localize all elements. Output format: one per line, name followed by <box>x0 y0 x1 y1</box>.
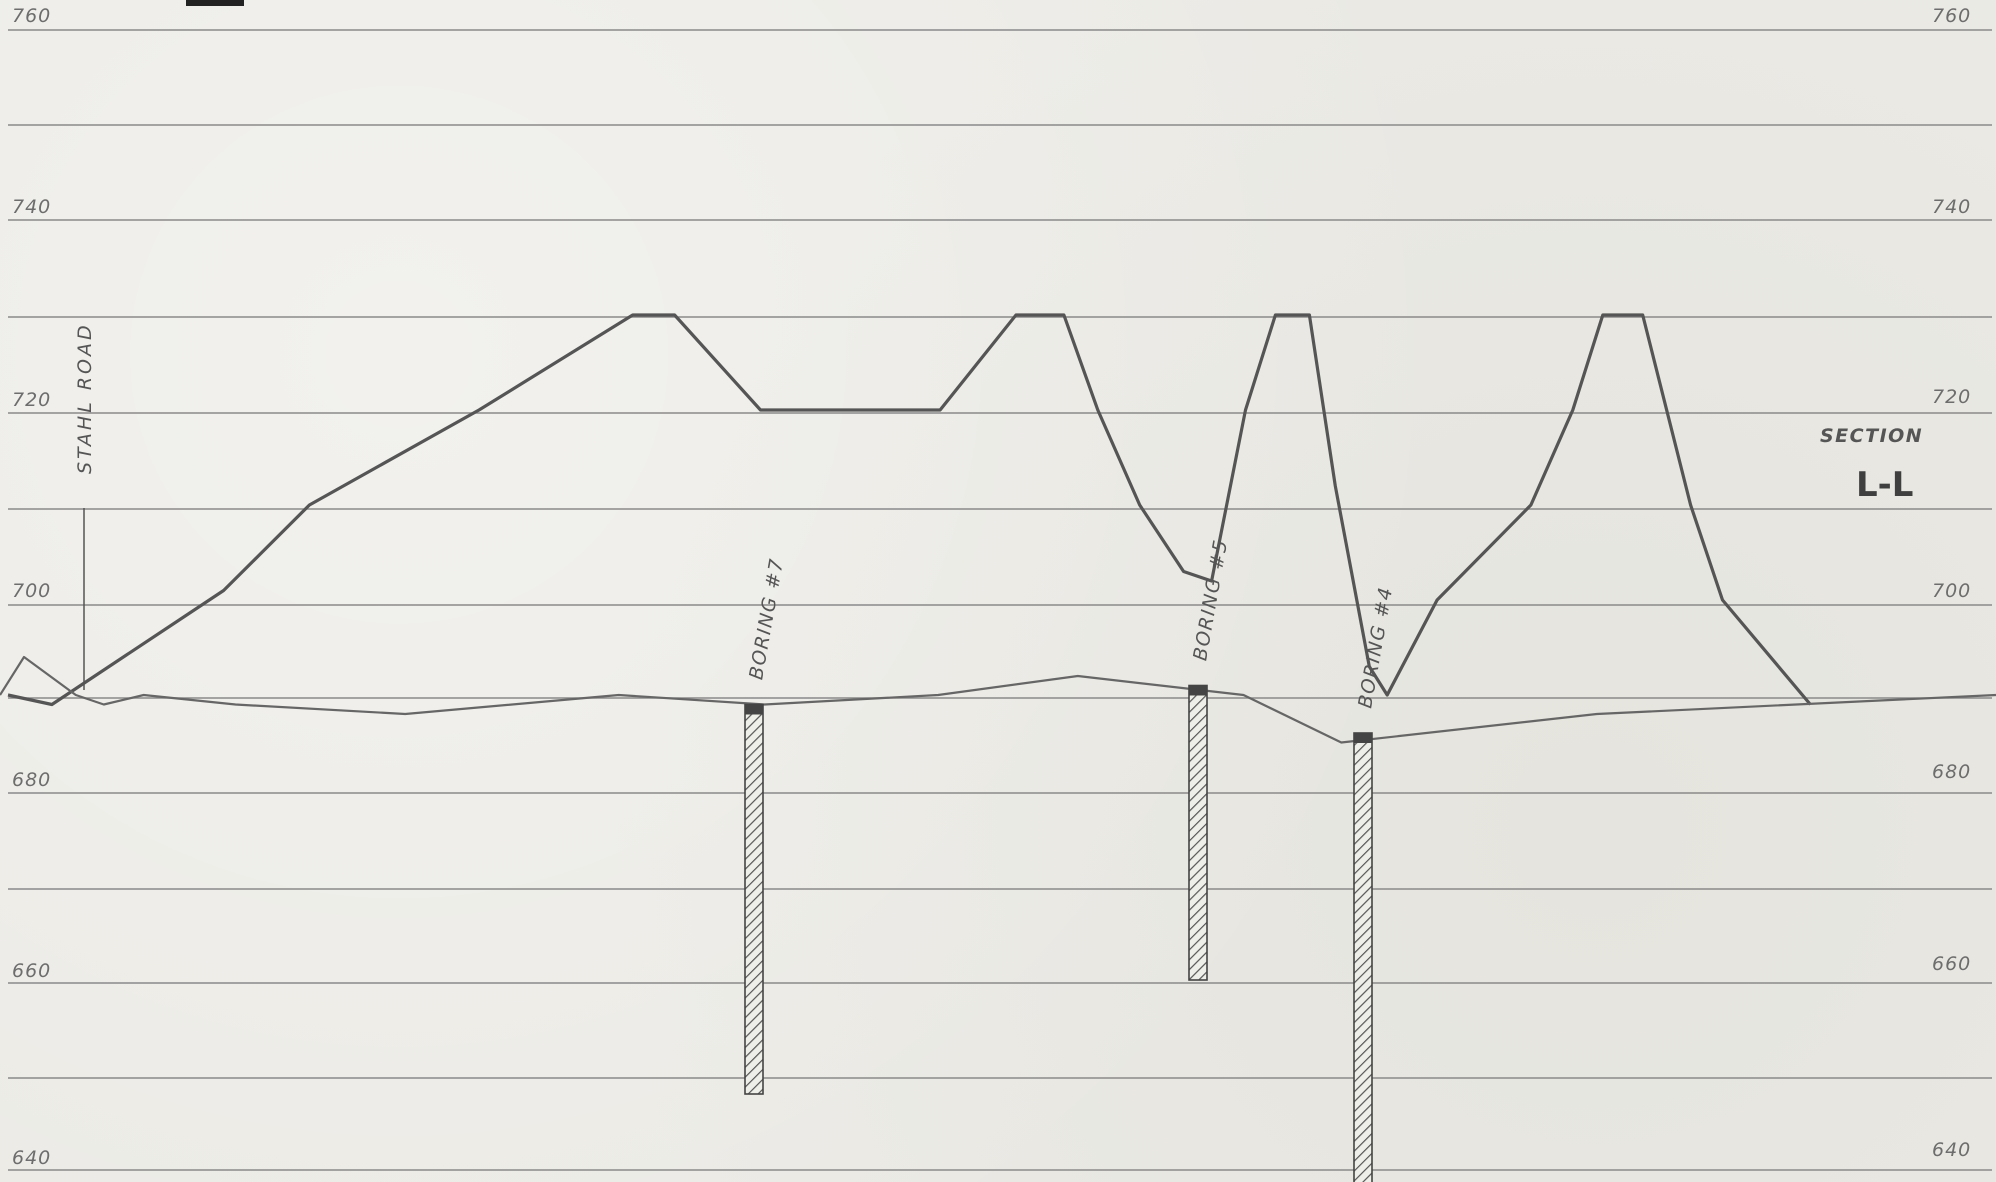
boring-2: BORING #5 <box>1188 537 1232 981</box>
elev-label-720-right: 720 <box>1932 386 1971 408</box>
stahl-road-marker: STAHL ROAD <box>74 322 96 690</box>
boring-1: BORING #7 <box>744 556 788 1095</box>
elev-label-700-right: 700 <box>1932 580 1971 602</box>
boring-cap <box>745 704 763 715</box>
elevation-grid <box>8 29 1992 1171</box>
elev-label-680-right: 680 <box>1932 761 1971 783</box>
elev-label-760-right: 760 <box>1932 5 1971 27</box>
elev-label-720-left: 720 <box>12 389 51 411</box>
boring-cap <box>1189 685 1207 696</box>
elev-label-640-right: 640 <box>1932 1139 1971 1161</box>
elevation-labels-right: 760 740 720 700 680 660 640 <box>1932 5 1971 1161</box>
corner-tab <box>186 0 244 6</box>
boring-cap <box>1354 733 1372 743</box>
elev-label-680-left: 680 <box>12 769 51 791</box>
elev-label-740-right: 740 <box>1932 196 1971 218</box>
elev-label-700-left: 700 <box>12 580 51 602</box>
section-mark: L-L <box>1856 465 1913 505</box>
boring-3: BORING #4 <box>1353 585 1397 1182</box>
section-callout: SECTION L-L <box>1820 425 1923 505</box>
section-title: SECTION <box>1820 425 1923 447</box>
boring-column <box>1188 684 1208 981</box>
boring-column <box>1353 732 1373 1182</box>
elev-label-740-left: 740 <box>12 196 51 218</box>
elev-label-660-left: 660 <box>12 960 51 982</box>
elev-label-660-right: 660 <box>1932 953 1971 975</box>
profiles <box>0 313 1996 744</box>
elev-label-760-left: 760 <box>12 5 51 27</box>
boring-column <box>744 703 764 1095</box>
borings: BORING #7 BORING #5 BORING #4 <box>744 537 1397 1182</box>
road-label: STAHL ROAD <box>74 322 96 474</box>
elevation-labels-left: 760 740 720 700 680 660 640 <box>12 5 51 1169</box>
upper-profile-line <box>7 313 1812 707</box>
elev-label-640-left: 640 <box>12 1147 51 1169</box>
boring-label: BORING #5 <box>1189 537 1232 662</box>
ground-profile-line <box>0 655 1996 744</box>
boring-label: BORING #7 <box>745 556 788 681</box>
